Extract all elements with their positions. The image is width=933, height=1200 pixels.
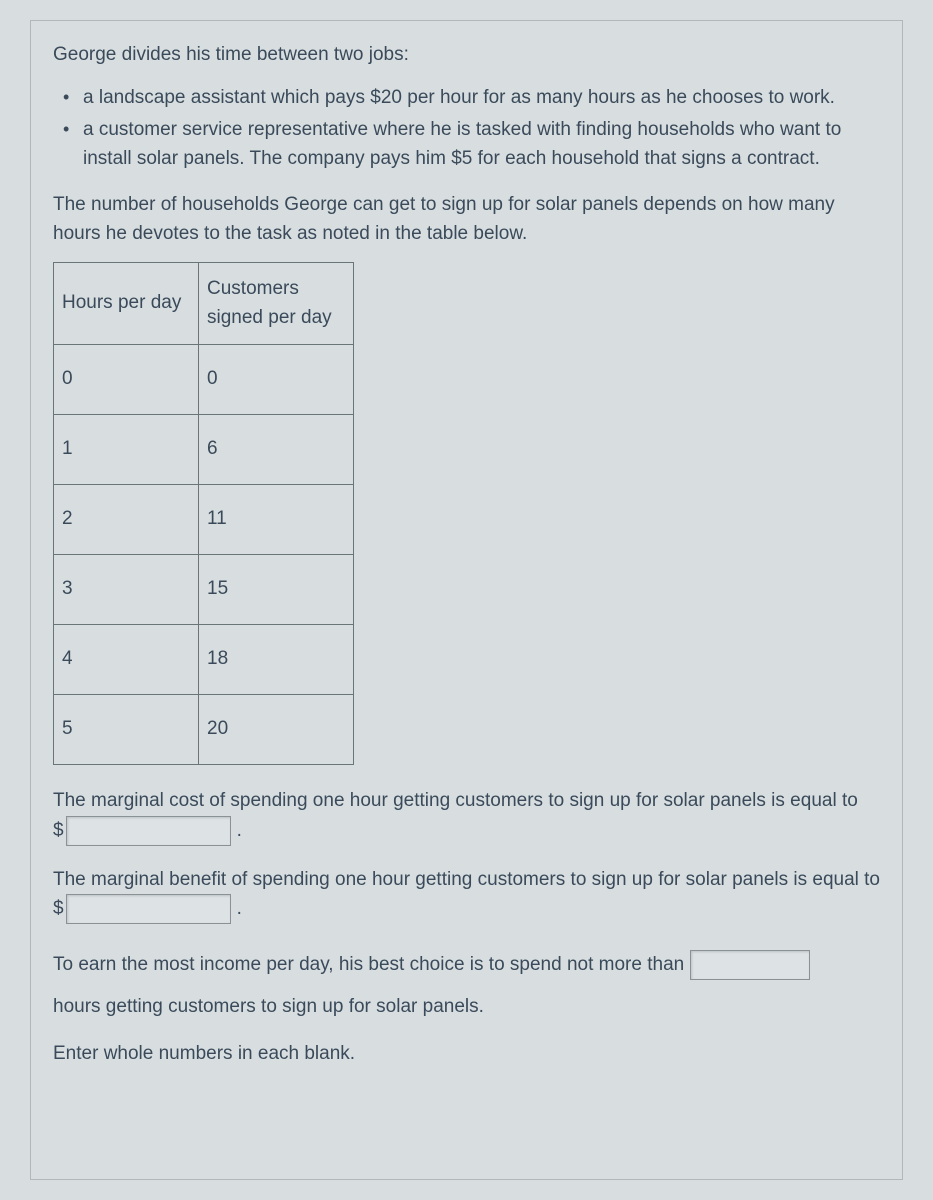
question-marginal-cost: The marginal cost of spending one hour g… (53, 787, 880, 846)
q1-input[interactable] (66, 816, 231, 846)
cell-customers: 18 (199, 625, 354, 695)
table-header-row: Hours per day Customers signed per day (54, 263, 354, 345)
cell-hours: 0 (54, 345, 199, 415)
bullet-landscape: a landscape assistant which pays $20 per… (83, 84, 880, 113)
table-row: 2 11 (54, 485, 354, 555)
final-note: Enter whole numbers in each blank. (53, 1040, 880, 1069)
q3-input[interactable] (690, 950, 810, 980)
hours-customers-table: Hours per day Customers signed per day 0… (53, 262, 354, 765)
cell-customers: 15 (199, 555, 354, 625)
table-intro-text: The number of households George can get … (53, 191, 880, 248)
cell-hours: 2 (54, 485, 199, 555)
cell-customers: 0 (199, 345, 354, 415)
table-row: 1 6 (54, 415, 354, 485)
question-marginal-benefit: The marginal benefit of spending one hou… (53, 866, 880, 925)
q3-text-after: hours getting customers to sign up for s… (53, 996, 484, 1017)
cell-customers: 6 (199, 415, 354, 485)
col-header-customers: Customers signed per day (199, 263, 354, 345)
cell-hours: 4 (54, 625, 199, 695)
job-list: a landscape assistant which pays $20 per… (53, 84, 880, 174)
question-best-choice: To earn the most income per day, his bes… (53, 944, 880, 1068)
intro-text: George divides his time between two jobs… (53, 41, 880, 70)
cell-hours: 1 (54, 415, 199, 485)
cell-customers: 20 (199, 695, 354, 765)
question-container: George divides his time between two jobs… (30, 20, 903, 1180)
table-row: 3 15 (54, 555, 354, 625)
q2-input[interactable] (66, 894, 231, 924)
q2-text: The marginal benefit of spending one hou… (53, 869, 880, 890)
table-row: 0 0 (54, 345, 354, 415)
cell-hours: 5 (54, 695, 199, 765)
q1-text: The marginal cost of spending one hour g… (53, 790, 858, 811)
q3-text-before: To earn the most income per day, his bes… (53, 954, 684, 975)
q2-suffix: . (237, 898, 242, 919)
q1-suffix: . (237, 820, 242, 841)
cell-hours: 3 (54, 555, 199, 625)
bullet-customer-service: a customer service representative where … (83, 116, 880, 173)
col-header-hours: Hours per day (54, 263, 199, 345)
table-row: 5 20 (54, 695, 354, 765)
q3-line: To earn the most income per day, his bes… (53, 944, 880, 1028)
q2-prefix: $ (53, 898, 64, 919)
table-row: 4 18 (54, 625, 354, 695)
q1-prefix: $ (53, 820, 64, 841)
cell-customers: 11 (199, 485, 354, 555)
